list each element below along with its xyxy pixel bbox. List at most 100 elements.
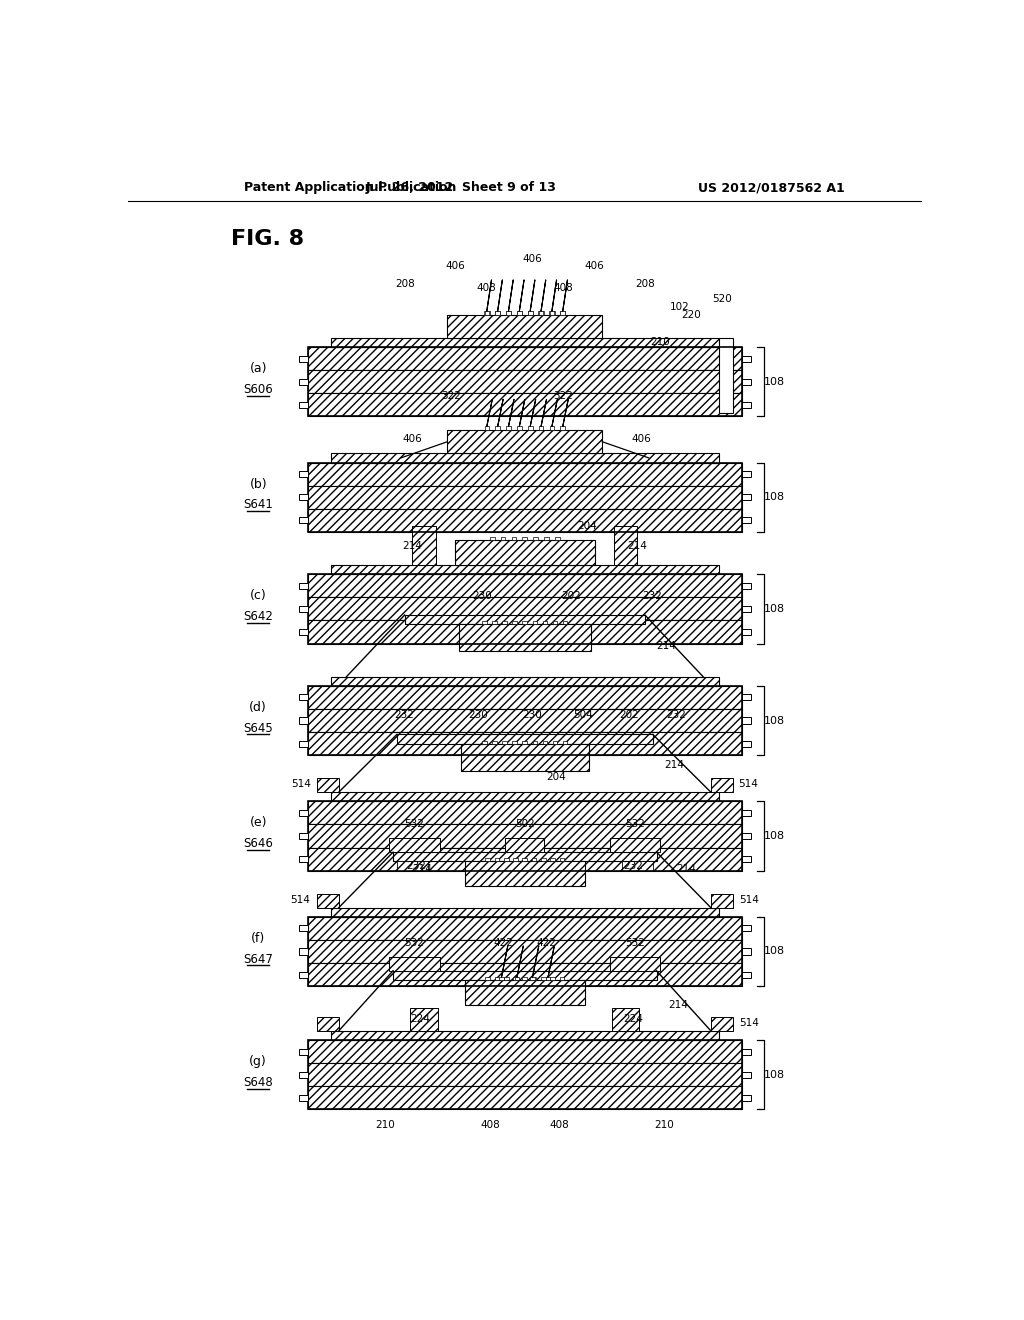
Bar: [308, 964, 741, 986]
Bar: [512, 741, 517, 743]
Bar: [299, 833, 308, 840]
Bar: [393, 970, 656, 979]
Bar: [741, 741, 751, 747]
Bar: [331, 338, 719, 347]
Text: 322: 322: [554, 391, 573, 400]
Bar: [741, 810, 751, 816]
Bar: [522, 977, 527, 979]
Bar: [543, 741, 547, 743]
Text: 232: 232: [624, 861, 643, 871]
Bar: [544, 537, 549, 540]
Bar: [553, 741, 557, 743]
Text: 514: 514: [292, 779, 311, 789]
Text: 210: 210: [376, 1119, 395, 1130]
Text: (a): (a): [250, 362, 267, 375]
Text: 406: 406: [445, 261, 465, 271]
Bar: [500, 977, 504, 979]
Text: 422: 422: [494, 939, 513, 948]
Bar: [612, 1007, 639, 1031]
Text: (b): (b): [250, 478, 267, 491]
Text: 108: 108: [764, 715, 785, 726]
Bar: [531, 977, 537, 979]
Bar: [308, 574, 741, 644]
Bar: [308, 940, 741, 964]
Text: 520: 520: [713, 294, 732, 305]
Text: 406: 406: [522, 253, 543, 264]
Bar: [539, 426, 544, 430]
Bar: [308, 917, 741, 986]
Text: 232: 232: [394, 710, 415, 721]
Bar: [512, 622, 517, 624]
Bar: [331, 453, 719, 462]
Text: (d): (d): [249, 701, 267, 714]
Bar: [549, 312, 555, 314]
Text: S648: S648: [244, 1076, 273, 1089]
Text: 210: 210: [650, 338, 671, 347]
Bar: [299, 401, 308, 408]
Bar: [447, 314, 602, 338]
Bar: [411, 1007, 437, 1031]
Text: 210: 210: [654, 1119, 674, 1130]
Bar: [522, 537, 527, 540]
Bar: [308, 597, 741, 620]
Bar: [512, 537, 516, 540]
Text: 532: 532: [404, 939, 424, 948]
Bar: [741, 379, 751, 385]
Bar: [610, 957, 660, 970]
Text: 532: 532: [626, 939, 645, 948]
Bar: [465, 862, 585, 886]
Bar: [741, 718, 751, 723]
Text: 502: 502: [515, 820, 535, 829]
Bar: [517, 426, 521, 430]
Bar: [489, 537, 495, 540]
Bar: [563, 741, 567, 743]
Bar: [522, 622, 527, 624]
Bar: [331, 792, 719, 801]
Bar: [299, 1048, 308, 1055]
Bar: [496, 426, 500, 430]
Bar: [299, 972, 308, 978]
Bar: [484, 426, 489, 430]
Bar: [741, 694, 751, 701]
Bar: [331, 677, 719, 686]
Text: 108: 108: [764, 492, 785, 502]
Bar: [308, 825, 741, 847]
Text: (f): (f): [251, 932, 265, 945]
Text: (g): (g): [249, 1055, 267, 1068]
Bar: [517, 312, 521, 314]
Bar: [317, 1016, 339, 1031]
Text: 532: 532: [626, 820, 645, 829]
Text: 514: 514: [290, 895, 310, 906]
Bar: [741, 833, 751, 840]
Text: 514: 514: [739, 1018, 760, 1028]
Text: 232: 232: [643, 591, 663, 601]
Bar: [299, 855, 308, 862]
Bar: [299, 1094, 308, 1101]
Bar: [560, 312, 565, 314]
Text: 230: 230: [468, 710, 488, 721]
Bar: [459, 624, 591, 651]
Text: S646: S646: [244, 837, 273, 850]
Bar: [553, 622, 557, 624]
Bar: [506, 426, 511, 430]
Text: 214: 214: [656, 640, 677, 651]
Bar: [711, 1016, 732, 1031]
Text: FIG. 8: FIG. 8: [231, 230, 304, 249]
Bar: [447, 430, 602, 453]
Text: 108: 108: [764, 603, 785, 614]
Bar: [550, 977, 555, 979]
Bar: [741, 355, 751, 362]
Bar: [308, 686, 741, 709]
Text: 108: 108: [764, 832, 785, 841]
Bar: [504, 858, 509, 862]
Bar: [503, 741, 507, 743]
Bar: [404, 615, 645, 624]
Bar: [513, 977, 518, 979]
Bar: [504, 977, 509, 979]
Text: 532: 532: [404, 820, 424, 829]
Bar: [397, 734, 652, 743]
Bar: [397, 862, 428, 871]
Text: 408: 408: [476, 282, 496, 293]
Text: 208: 208: [635, 279, 654, 289]
Bar: [546, 977, 550, 979]
